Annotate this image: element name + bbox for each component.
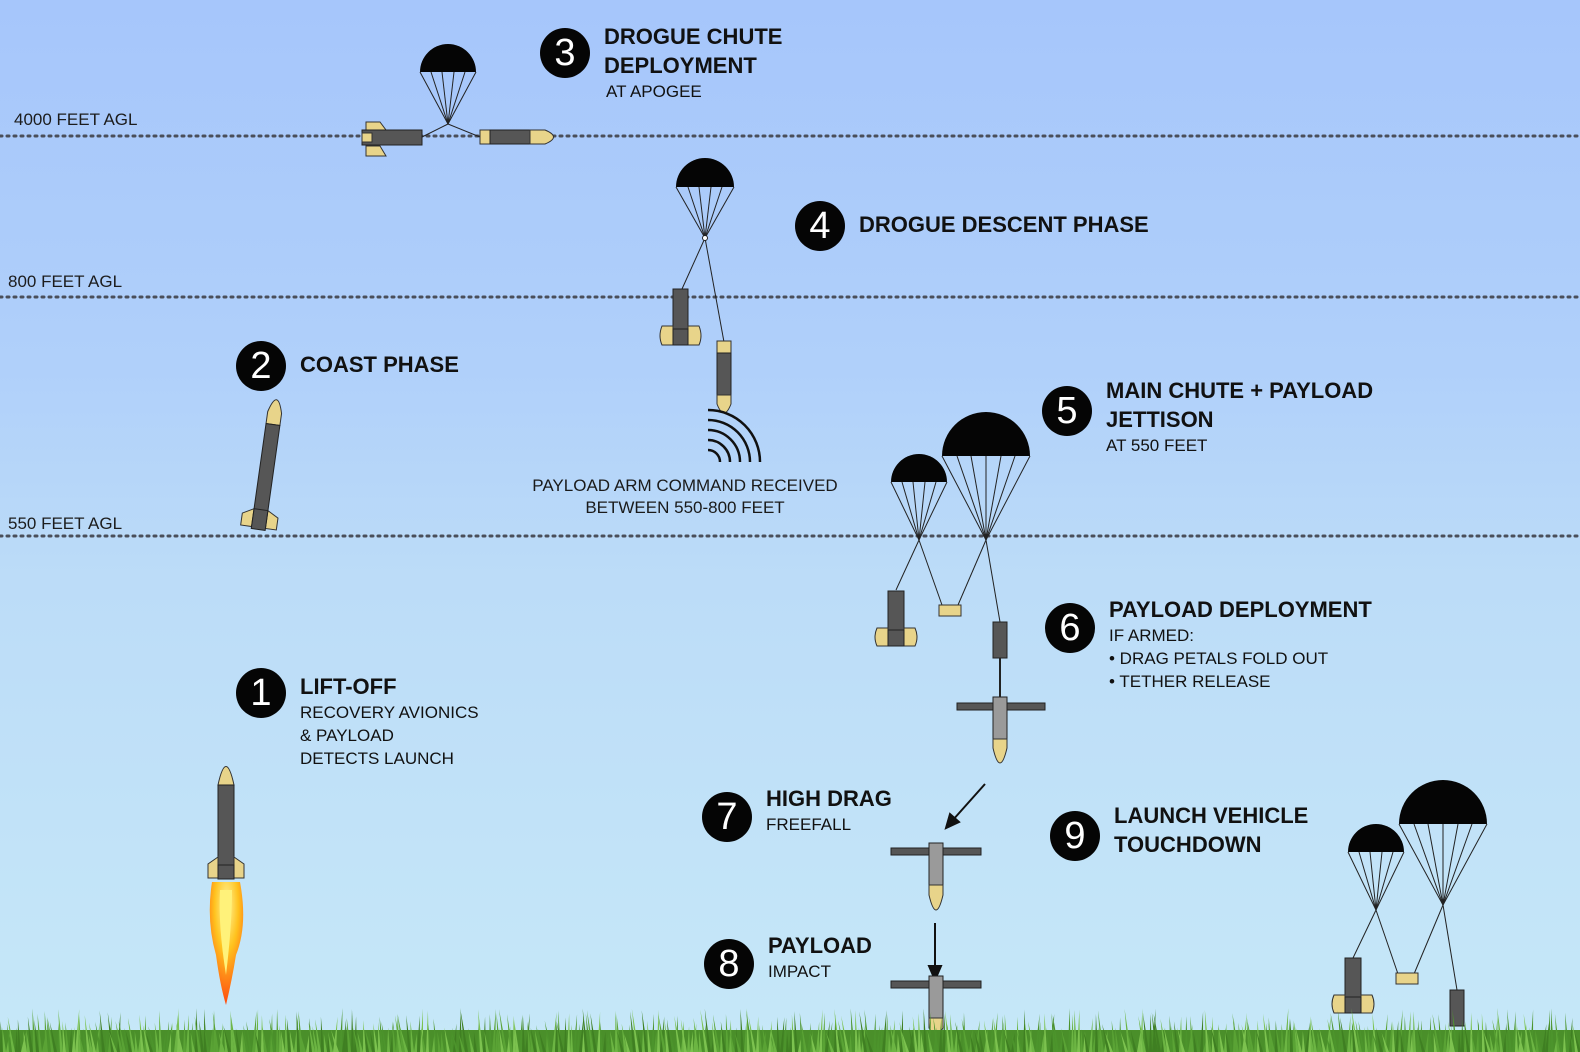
step-2-coast: 2 COAST PHASE xyxy=(236,341,459,391)
step-8-badge: 8 xyxy=(704,939,754,989)
step-6-payload-deployment: 6 PAYLOAD DEPLOYMENT IF ARMED: • DRAG PE… xyxy=(1045,597,1372,693)
step-1-subtitle: RECOVERY AVIONICS & PAYLOAD DETECTS LAUN… xyxy=(300,703,479,768)
step-6-badge: 6 xyxy=(1045,603,1095,653)
step-4-badge: 4 xyxy=(795,201,845,251)
step-5-subtitle: AT 550 FEET xyxy=(1106,436,1208,455)
descent-booster-section xyxy=(659,288,702,346)
step-2-title: COAST PHASE xyxy=(300,352,459,377)
freefall-payload-icon xyxy=(890,842,982,911)
arrow-icon-freefall xyxy=(944,783,986,830)
signal-waves-icon xyxy=(707,408,762,463)
apogee-drogue-parachute-icon xyxy=(419,44,481,139)
step-7-badge: 7 xyxy=(702,792,752,842)
step-4-title: DROGUE DESCENT PHASE xyxy=(859,212,1149,237)
touchdown-main-parachute-icon xyxy=(1398,780,1488,991)
step-9-title: LAUNCH VEHICLE TOUCHDOWN xyxy=(1114,803,1309,857)
step-3-title: DROGUE CHUTE DEPLOYMENT xyxy=(604,24,783,78)
step-1-liftoff: 1 LIFT-OFF RECOVERY AVIONICS & PAYLOAD D… xyxy=(236,668,479,770)
step-5-main-chute-jettison: 5 MAIN CHUTE + PAYLOAD JETTISON AT 550 F… xyxy=(1042,378,1373,457)
step-7-high-drag: 7 HIGH DRAG FREEFALL xyxy=(702,786,892,842)
altitude-label-550: 550 FEET AGL xyxy=(8,514,123,533)
step-3-badge: 3 xyxy=(540,28,590,78)
step-6-title: PAYLOAD DEPLOYMENT xyxy=(1109,597,1372,622)
step-7-subtitle: FREEFALL xyxy=(766,815,852,834)
jettison-booster-section xyxy=(874,590,918,647)
deploy-payload-icon xyxy=(956,621,1046,764)
impact-payload-icon xyxy=(890,975,982,1035)
touchdown-coupler xyxy=(1395,972,1419,985)
apogee-booster-section xyxy=(361,121,423,157)
step-9-touchdown: 9 LAUNCH VEHICLE TOUCHDOWN xyxy=(1050,803,1308,861)
step-2-badge: 2 xyxy=(236,341,286,391)
step-4-drogue-descent: 4 DROGUE DESCENT PHASE xyxy=(795,201,1149,251)
descent-drogue-parachute-icon xyxy=(675,158,735,343)
descent-nose-section xyxy=(716,340,732,414)
coast-rocket-icon xyxy=(240,399,283,531)
step-6-subtitle: IF ARMED: • DRAG PETALS FOLD OUT • TETHE… xyxy=(1109,626,1329,691)
step-8-payload-impact: 8 PAYLOAD IMPACT xyxy=(704,933,872,989)
touchdown-drogue-parachute-icon xyxy=(1347,824,1405,975)
touchdown-nose-section xyxy=(1449,989,1465,1027)
step-5-title: MAIN CHUTE + PAYLOAD JETTISON xyxy=(1106,378,1374,432)
jettison-drogue-parachute-icon xyxy=(890,454,948,606)
step-5-badge: 5 xyxy=(1042,386,1092,436)
payload-arm-command-note: PAYLOAD ARM COMMAND RECEIVED BETWEEN 550… xyxy=(532,476,838,517)
grass xyxy=(0,1008,1580,1052)
touchdown-booster-section xyxy=(1331,957,1375,1014)
jettison-main-parachute-icon xyxy=(941,412,1031,623)
liftoff-rocket-icon xyxy=(207,766,245,1005)
altitude-label-4000: 4000 FEET AGL xyxy=(14,110,138,129)
apogee-nose-section xyxy=(479,129,554,145)
arrow-icon-impact xyxy=(927,923,943,983)
step-7-title: HIGH DRAG xyxy=(766,786,892,811)
step-8-title: PAYLOAD xyxy=(768,933,872,958)
step-3-drogue-deployment: 3 DROGUE CHUTE DEPLOYMENT AT APOGEE xyxy=(540,24,782,103)
jettison-coupler xyxy=(938,604,962,617)
step-8-subtitle: IMPACT xyxy=(768,962,831,981)
altitude-label-800: 800 FEET AGL xyxy=(8,272,123,291)
step-9-badge: 9 xyxy=(1050,811,1100,861)
step-3-subtitle: AT APOGEE xyxy=(606,82,702,101)
step-1-badge: 1 xyxy=(236,668,286,718)
step-1-title: LIFT-OFF xyxy=(300,674,397,699)
